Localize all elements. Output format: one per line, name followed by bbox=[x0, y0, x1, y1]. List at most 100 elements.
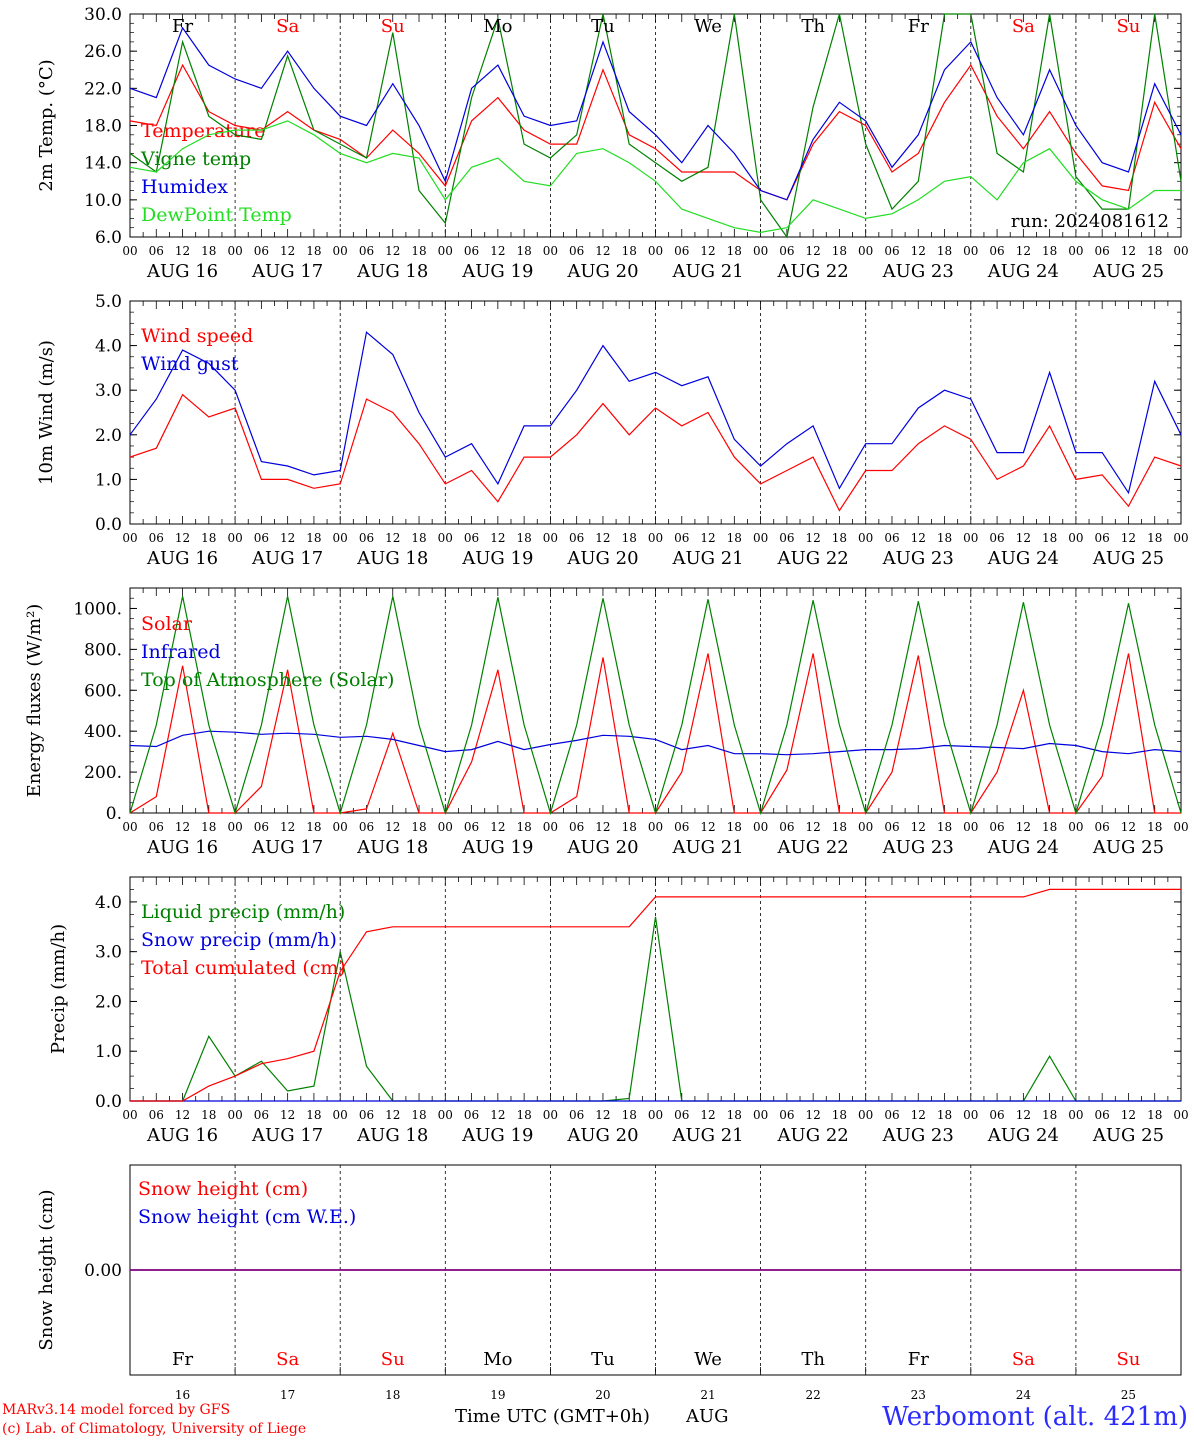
hour-tick-label: 18 bbox=[306, 1108, 321, 1122]
hour-tick-label: 00 bbox=[1068, 531, 1083, 545]
hour-tick-label: 18 bbox=[1147, 244, 1162, 258]
hour-tick-label: 00 bbox=[543, 820, 558, 834]
hour-tick-label: 06 bbox=[989, 531, 1004, 545]
hour-tick-label: 06 bbox=[1095, 820, 1110, 834]
hour-tick-label: 00 bbox=[648, 244, 663, 258]
legend-entry: Humidex bbox=[141, 176, 228, 198]
hour-tick-label: 00 bbox=[753, 1108, 768, 1122]
series-line-darkgreen bbox=[129, 13, 1182, 239]
hour-tick-label: 00 bbox=[648, 820, 663, 834]
series-line-darkgreen bbox=[129, 596, 1182, 816]
weekday-label: We bbox=[694, 1349, 722, 1370]
hour-tick-label: 18 bbox=[1042, 1108, 1057, 1122]
y-axis-title: Energy fluxes (W/m²) bbox=[24, 604, 45, 798]
x-axis-month: AUG bbox=[686, 1406, 729, 1427]
day-tick-label: AUG 24 bbox=[987, 837, 1059, 858]
hour-tick-label: 00 bbox=[438, 820, 453, 834]
hour-tick-label: 12 bbox=[806, 244, 821, 258]
hour-tick-label: 00 bbox=[1173, 531, 1188, 545]
series-line-blue bbox=[129, 26, 1182, 201]
legend-entry: Snow height (cm W.E.) bbox=[138, 1206, 356, 1228]
hour-tick-label: 12 bbox=[911, 820, 926, 834]
hour-tick-label: 12 bbox=[1016, 531, 1031, 545]
hour-tick-label: 06 bbox=[359, 531, 374, 545]
day-number-label: 25 bbox=[1121, 1388, 1136, 1402]
hour-tick-label: 00 bbox=[753, 531, 768, 545]
y-tick-label: 1.0 bbox=[95, 1042, 122, 1062]
hour-tick-label: 12 bbox=[385, 531, 400, 545]
hour-tick-label: 06 bbox=[359, 1108, 374, 1122]
hour-tick-label: 00 bbox=[122, 531, 137, 545]
hour-tick-label: 06 bbox=[149, 244, 164, 258]
y-axis-title: Snow height (cm) bbox=[36, 1189, 57, 1350]
hour-tick-label: 12 bbox=[700, 244, 715, 258]
hour-tick-label: 12 bbox=[700, 1108, 715, 1122]
hour-tick-label: 06 bbox=[359, 244, 374, 258]
panel-1: 00 06 12 18 AUG 16 00 06 12 18 AUG 17 00 06 12 18 AUG … bbox=[36, 5, 1189, 282]
hour-tick-label: 12 bbox=[490, 820, 505, 834]
hour-tick-label: 12 bbox=[1016, 244, 1031, 258]
y-tick-label: 2.0 bbox=[95, 426, 122, 446]
y-tick-label: 800. bbox=[84, 640, 122, 660]
day-tick-label: AUG 18 bbox=[356, 837, 428, 858]
hour-tick-label: 12 bbox=[280, 820, 295, 834]
hour-tick-label: 12 bbox=[1121, 531, 1136, 545]
legend-entry: Solar bbox=[141, 613, 193, 635]
hour-tick-label: 12 bbox=[1016, 820, 1031, 834]
hour-tick-label: 18 bbox=[516, 1108, 531, 1122]
hour-tick-label: 12 bbox=[806, 531, 821, 545]
y-tick-label: 22.0 bbox=[84, 79, 122, 99]
weekday-label: Sa bbox=[1012, 16, 1035, 37]
hour-tick-label: 00 bbox=[963, 820, 978, 834]
hour-tick-label: 18 bbox=[832, 820, 847, 834]
hour-tick-label: 06 bbox=[779, 1108, 794, 1122]
y-tick-label: 14.0 bbox=[84, 154, 122, 174]
weekday-label: Th bbox=[801, 1349, 825, 1370]
y-tick-label: 30.0 bbox=[84, 5, 122, 25]
y-tick-label: 0.0 bbox=[95, 515, 122, 535]
hour-tick-label: 00 bbox=[543, 244, 558, 258]
hour-tick-label: 06 bbox=[884, 531, 899, 545]
y-tick-label: 4.0 bbox=[95, 337, 122, 357]
hour-tick-label: 18 bbox=[516, 244, 531, 258]
hour-tick-label: 06 bbox=[884, 1108, 899, 1122]
weekday-label: Su bbox=[1116, 16, 1140, 37]
series-line-red bbox=[129, 63, 1182, 201]
hour-tick-label: 12 bbox=[595, 820, 610, 834]
hour-tick-label: 18 bbox=[201, 820, 216, 834]
y-tick-label: 400. bbox=[84, 722, 122, 742]
hour-tick-label: 18 bbox=[201, 1108, 216, 1122]
y-axis-title: 2m Temp. (°C) bbox=[36, 59, 57, 191]
panel-frame bbox=[129, 300, 1182, 525]
series-line-red bbox=[130, 888, 1181, 1102]
panel-5: 0.00 Snow height (cm) Snow height (cm) Snow… bbox=[36, 1164, 1182, 1402]
hour-tick-label: 12 bbox=[175, 531, 190, 545]
y-tick-label: 200. bbox=[84, 763, 122, 783]
day-tick-label: AUG 17 bbox=[251, 548, 323, 569]
day-tick-label: AUG 23 bbox=[882, 261, 954, 282]
hour-tick-label: 06 bbox=[989, 1108, 1004, 1122]
hour-tick-label: 12 bbox=[175, 244, 190, 258]
hour-tick-label: 00 bbox=[122, 1108, 137, 1122]
day-number-label: 21 bbox=[700, 1388, 715, 1402]
day-tick-label: AUG 16 bbox=[146, 1125, 218, 1146]
hour-tick-label: 00 bbox=[858, 244, 873, 258]
day-tick-label: AUG 25 bbox=[1092, 837, 1164, 858]
weekday-label: Mo bbox=[483, 16, 512, 37]
hour-tick-label: 12 bbox=[1121, 1108, 1136, 1122]
day-tick-label: AUG 17 bbox=[251, 837, 323, 858]
hour-tick-label: 06 bbox=[1095, 531, 1110, 545]
day-number-label: 22 bbox=[806, 1388, 821, 1402]
day-tick-label: AUG 16 bbox=[146, 548, 218, 569]
hour-tick-label: 00 bbox=[858, 820, 873, 834]
legend-entry: Total cumulated (cm) bbox=[141, 957, 346, 979]
day-tick-label: AUG 21 bbox=[671, 1125, 743, 1146]
hour-tick-label: 12 bbox=[595, 244, 610, 258]
hour-tick-label: 18 bbox=[306, 820, 321, 834]
hour-tick-label: 00 bbox=[1068, 1108, 1083, 1122]
day-tick-label: AUG 22 bbox=[777, 261, 849, 282]
hour-tick-label: 06 bbox=[464, 1108, 479, 1122]
day-tick-label: AUG 25 bbox=[1092, 1125, 1164, 1146]
day-tick-label: AUG 16 bbox=[146, 261, 218, 282]
day-tick-label: AUG 23 bbox=[882, 548, 954, 569]
